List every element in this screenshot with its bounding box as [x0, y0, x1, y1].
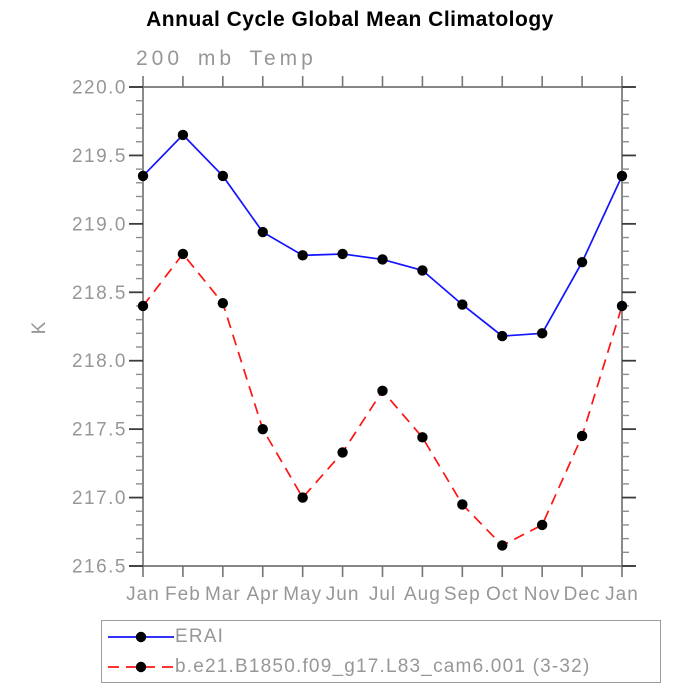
y-tick-label: 216.5: [72, 557, 127, 578]
legend-line-sample-erai: [108, 631, 174, 642]
legend-row-erai: ERAI: [102, 622, 660, 652]
data-point-1: [616, 300, 628, 312]
y-tick-label: 219.5: [72, 146, 127, 167]
data-point-1: [257, 423, 268, 435]
data-point-1: [457, 499, 468, 510]
data-point-1: [177, 248, 189, 260]
data-point-0: [536, 328, 548, 339]
data-point-1: [297, 492, 308, 503]
data-point-1: [497, 540, 508, 551]
y-tick-label: 218.0: [72, 351, 127, 372]
data-point-0: [297, 250, 308, 261]
data-point-1: [217, 298, 229, 309]
series-line-1: [142, 252, 623, 547]
x-tick-label: Aug: [404, 584, 441, 605]
legend-label-erai: ERAI: [175, 625, 225, 647]
data-point-0: [217, 170, 229, 182]
data-point-0: [337, 248, 348, 260]
y-tick-label: 217.5: [72, 420, 127, 441]
x-tick-label: Apr: [246, 584, 279, 605]
legend-line-sample-model: [108, 661, 174, 672]
tick-labels-group: Jan Feb Mar Apr May Jun Jul Aug Sep Oct Nov Dec Jan2…: [72, 78, 639, 606]
y-tick-label: 218.5: [72, 283, 127, 304]
y-tick-label: 219.0: [72, 214, 127, 235]
data-point-0: [377, 254, 388, 265]
chart-subtitle: 200 mb Temp: [136, 47, 317, 70]
x-tick-label: Nov: [524, 584, 561, 605]
data-point-0: [177, 129, 189, 141]
data-point-0: [497, 330, 508, 342]
series-line-0: [142, 133, 623, 337]
x-tick-label: Mar: [205, 584, 241, 605]
x-tick-label: Jan: [126, 584, 160, 605]
x-tick-label: Jun: [326, 584, 360, 605]
data-point-1: [576, 430, 588, 442]
data-point-1: [137, 300, 149, 312]
series-group: [137, 129, 628, 551]
x-tick-label: Sep: [444, 584, 481, 605]
data-point-0: [137, 170, 149, 182]
x-tick-label: Jan: [605, 584, 639, 605]
legend-label-model: b.e21.B1850.f09_g17.L83_cam6.001 (3-32): [175, 655, 591, 677]
x-tick-label: May: [283, 584, 322, 605]
legend-row-model: b.e21.B1850.f09_g17.L83_cam6.001 (3-32): [102, 652, 660, 682]
x-tick-label: Dec: [564, 584, 601, 605]
y-tick-label: 217.0: [72, 488, 127, 509]
axes-group: [129, 76, 636, 577]
data-point-0: [417, 265, 428, 276]
data-point-0: [576, 256, 588, 268]
x-tick-label: Jul: [369, 584, 396, 605]
x-tick-label: Oct: [486, 584, 519, 605]
data-point-1: [337, 447, 348, 458]
data-point-1: [417, 432, 428, 443]
x-tick-label: Feb: [165, 584, 201, 605]
legend: ERAI b.e21.B1850.f09_g17.L83_cam6.001 (3…: [101, 620, 661, 683]
data-point-0: [457, 299, 468, 310]
data-point-1: [377, 385, 388, 397]
y-tick-label: 220.0: [72, 78, 127, 99]
chart-title: Annual Cycle Global Mean Climatology: [146, 8, 554, 31]
data-point-0: [257, 226, 268, 238]
data-point-1: [536, 519, 548, 531]
data-point-0: [616, 170, 628, 182]
